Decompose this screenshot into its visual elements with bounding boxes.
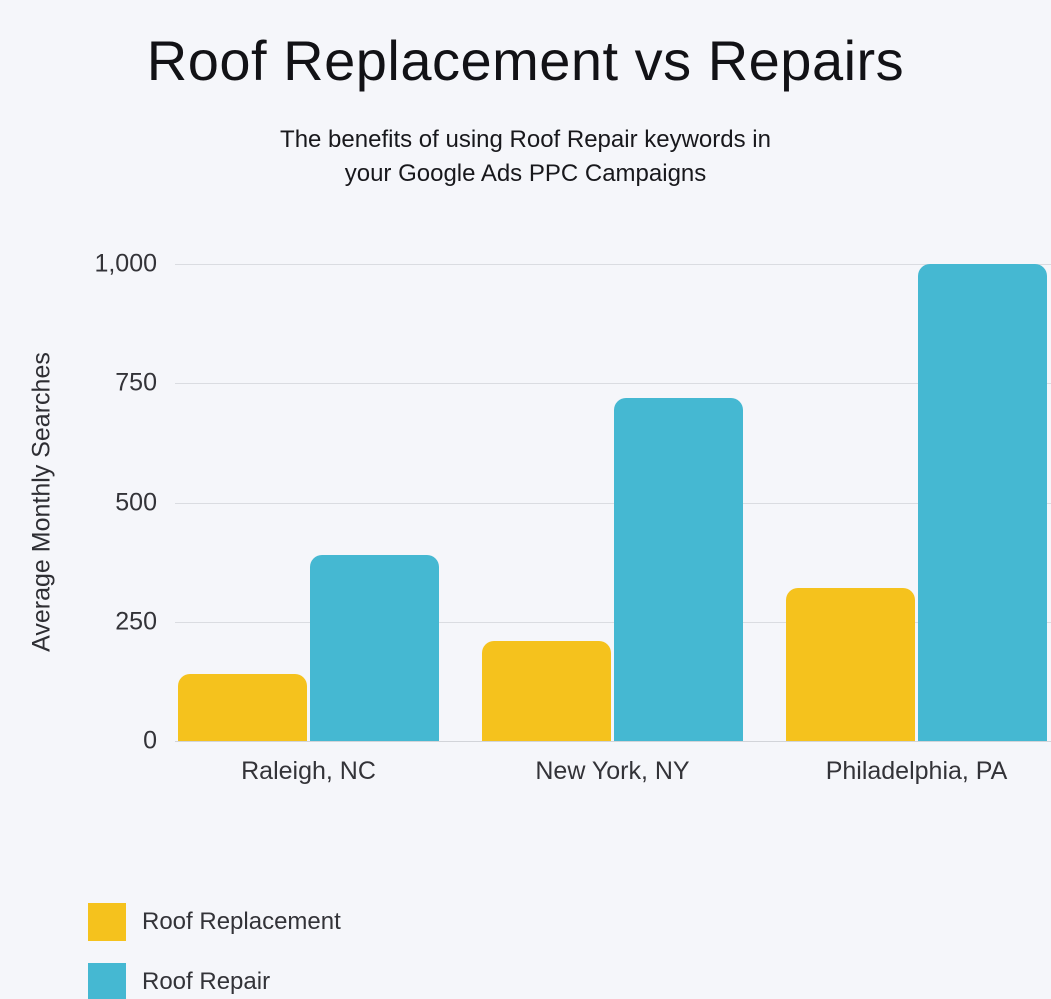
bar-roof-replacement-raleigh-nc [178,674,307,741]
legend-item-roof-replacement: Roof Replacement [88,903,341,941]
bar-roof-repair-new-york-ny [614,398,743,741]
bar-roof-repair-philadelphia-pa [918,264,1047,741]
gridline-500 [175,502,1051,504]
chart-subtitle: The benefits of using Roof Repair keywor… [0,123,1051,191]
legend-swatch-roof-repair [88,963,126,999]
x-axis-label-new-york-ny: New York, NY [535,757,690,785]
bar-roof-replacement-philadelphia-pa [786,588,915,741]
plot-area [175,264,1051,742]
y-tick-label-500: 500 [115,488,157,516]
chart-subtitle-line-2: your Google Ads PPC Campaigns [344,160,707,187]
chart-subtitle-line-1: The benefits of using Roof Repair keywor… [280,126,771,153]
legend-item-roof-repair: Roof Repair [88,963,341,999]
y-tick-label-250: 250 [115,607,157,636]
x-axis-label-philadelphia-pa: Philadelphia, PA [825,757,1008,785]
y-tick-label-750: 750 [115,368,157,397]
gridline-750 [175,383,1051,385]
legend-label-roof-replacement: Roof Replacement [142,908,341,935]
legend-label-roof-repair: Roof Repair [142,968,271,995]
y-tick-label-0: 0 [143,726,157,755]
bar-roof-repair-raleigh-nc [310,555,439,741]
gridline-1000 [175,264,1051,265]
chart-legend: Roof Replacement Roof Repair [88,903,341,999]
gridline-250 [175,621,1051,623]
x-axis-line [175,741,1051,742]
legend-swatch-roof-replacement [88,903,126,941]
x-axis-label-raleigh-nc: Raleigh, NC [241,757,376,785]
y-tick-label-1000: 1,000 [94,249,157,278]
chart-title: Roof Replacement vs Repairs [146,29,905,92]
bar-roof-replacement-new-york-ny [482,641,611,741]
